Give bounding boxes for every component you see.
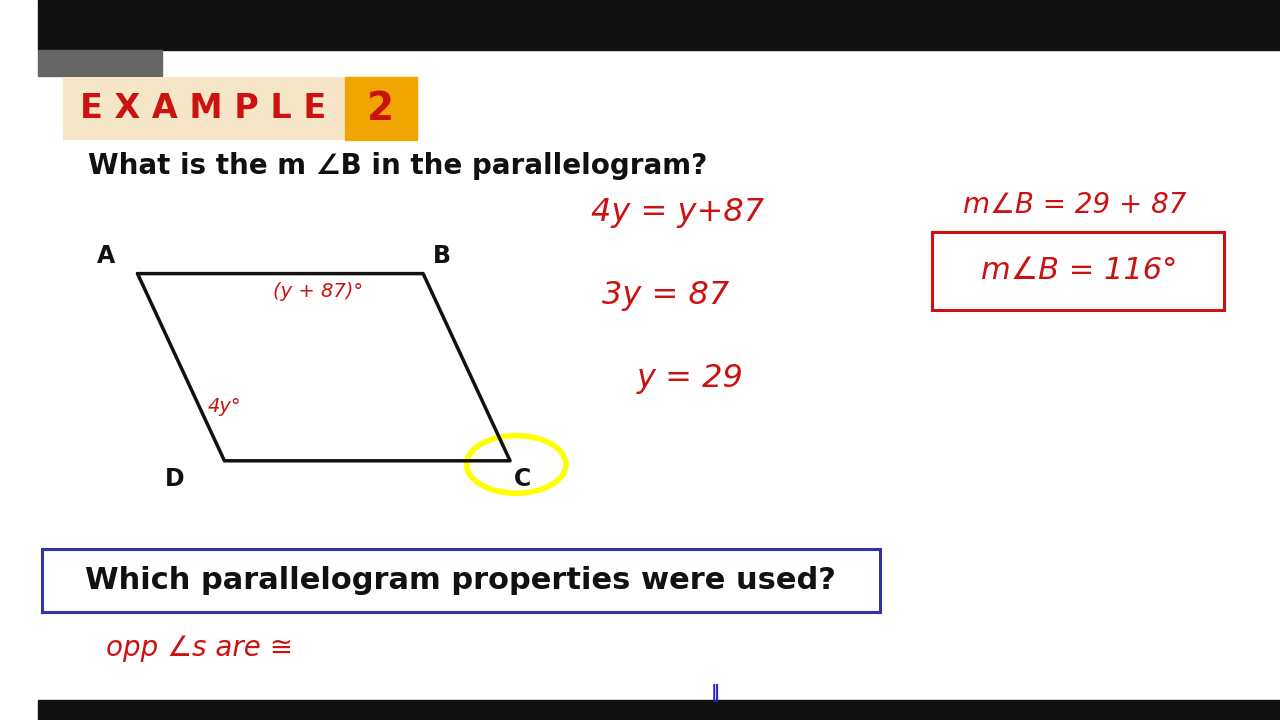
Text: E X A M P L E: E X A M P L E — [81, 92, 326, 125]
Text: A: A — [97, 243, 115, 268]
Text: 3y = 87: 3y = 87 — [602, 279, 728, 311]
Text: (y + 87)°: (y + 87)° — [273, 282, 362, 301]
Text: 4y°: 4y° — [207, 397, 241, 416]
Text: opp ∠s are ≅: opp ∠s are ≅ — [106, 634, 293, 662]
Text: D: D — [165, 467, 184, 491]
Bar — [38, 0, 1280, 50]
Text: B: B — [433, 243, 451, 268]
FancyBboxPatch shape — [42, 549, 881, 612]
Text: ‖: ‖ — [710, 684, 719, 701]
Text: m∠B = 116°: m∠B = 116° — [980, 256, 1178, 285]
Bar — [38, 50, 163, 76]
Bar — [38, 700, 1280, 720]
Text: 4y = y+87: 4y = y+87 — [591, 197, 764, 228]
Text: What is the m ∠B in the parallelogram?: What is the m ∠B in the parallelogram? — [88, 152, 707, 179]
Text: C: C — [513, 467, 531, 491]
Text: Which parallelogram properties were used?: Which parallelogram properties were used… — [84, 566, 836, 595]
Text: 2: 2 — [367, 90, 394, 127]
FancyBboxPatch shape — [63, 77, 417, 140]
Bar — [344, 77, 417, 140]
Text: m∠B = 29 + 87: m∠B = 29 + 87 — [964, 192, 1187, 219]
FancyBboxPatch shape — [932, 232, 1224, 310]
Text: y = 29: y = 29 — [636, 362, 744, 394]
